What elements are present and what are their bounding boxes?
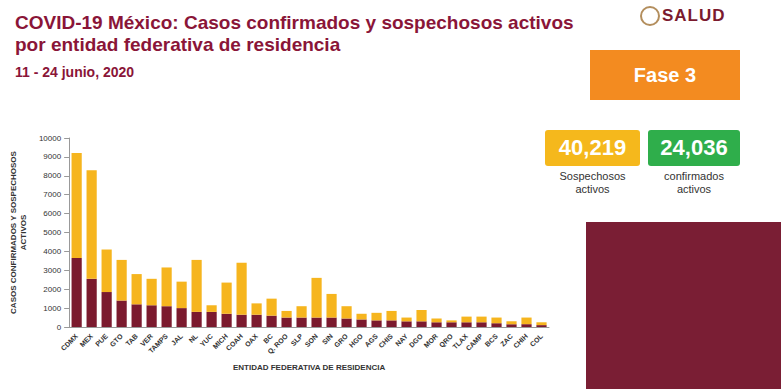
svg-text:por entidad federativa de resi: por entidad federativa de residencia bbox=[15, 34, 341, 55]
svg-text:4000: 4000 bbox=[43, 247, 61, 256]
svg-text:3000: 3000 bbox=[43, 266, 61, 275]
svg-text:1000: 1000 bbox=[43, 304, 61, 313]
svg-text:ENTIDAD FEDERATIVA DE RESIDENC: ENTIDAD FEDERATIVA DE RESIDENCIA bbox=[233, 363, 386, 372]
svg-text:GRO: GRO bbox=[333, 332, 350, 349]
svg-text:TAB: TAB bbox=[124, 333, 139, 348]
svg-text:VER: VER bbox=[139, 332, 155, 348]
svg-text:9000: 9000 bbox=[43, 152, 61, 161]
svg-text:QRO: QRO bbox=[437, 332, 454, 349]
svg-text:JAL: JAL bbox=[170, 332, 185, 347]
svg-text:PUE: PUE bbox=[94, 332, 109, 347]
html-text:Fase 3: Fase 3 bbox=[633, 64, 697, 86]
svg-text:COAH: COAH bbox=[225, 333, 245, 353]
svg-text:CASOS CONFIRMADOS Y SOSPECHOSO: CASOS CONFIRMADOS Y SOSPECHOSOS bbox=[9, 150, 18, 314]
svg-text:SLP: SLP bbox=[289, 332, 304, 347]
svg-text:ACTIVOS: ACTIVOS bbox=[19, 214, 28, 250]
svg-text:BC: BC bbox=[262, 333, 274, 345]
svg-text:NL: NL bbox=[188, 332, 200, 344]
svg-text:AGS: AGS bbox=[363, 332, 379, 348]
svg-text:SON: SON bbox=[303, 333, 319, 349]
svg-text:COL: COL bbox=[529, 332, 545, 348]
svg-text:MOR: MOR bbox=[423, 333, 439, 349]
svg-text:MEX: MEX bbox=[78, 332, 94, 348]
html-text:Sospechosos: Sospechosos bbox=[559, 170, 626, 182]
html-text:24,036: 24,036 bbox=[660, 135, 728, 160]
svg-text:COVID-19 México: Casos confirm: COVID-19 México: Casos confirmados y sos… bbox=[15, 12, 574, 33]
html-text:40,219: 40,219 bbox=[558, 135, 627, 160]
svg-text:10000: 10000 bbox=[39, 134, 62, 143]
svg-text:CAMP: CAMP bbox=[464, 332, 484, 352]
html-text:activos: activos bbox=[575, 183, 610, 195]
svg-text:MICH: MICH bbox=[211, 332, 230, 351]
svg-text:OAX: OAX bbox=[243, 332, 259, 348]
html-text:activos: activos bbox=[676, 183, 712, 195]
svg-text:TLAX: TLAX bbox=[451, 332, 469, 351]
svg-text:CHIS: CHIS bbox=[377, 332, 394, 349]
svg-text:NAY: NAY bbox=[394, 332, 409, 347]
svg-text:CDMX: CDMX bbox=[60, 332, 80, 352]
svg-text:7000: 7000 bbox=[43, 190, 61, 199]
svg-text:DGO: DGO bbox=[408, 332, 425, 349]
svg-text:GTO: GTO bbox=[109, 332, 125, 348]
svg-text:0: 0 bbox=[57, 323, 62, 332]
svg-text:HGO: HGO bbox=[348, 332, 365, 349]
svg-text:SIN: SIN bbox=[320, 332, 334, 346]
svg-text:BCS: BCS bbox=[484, 332, 500, 348]
svg-text:TAMPS: TAMPS bbox=[147, 332, 169, 354]
svg-text:ZAC: ZAC bbox=[498, 332, 514, 348]
html-text:SALUD: SALUD bbox=[662, 6, 726, 25]
svg-text:6000: 6000 bbox=[43, 209, 61, 218]
svg-text:YUC: YUC bbox=[198, 332, 215, 348]
svg-text:11 - 24 junio, 2020: 11 - 24 junio, 2020 bbox=[15, 64, 134, 80]
svg-text:8000: 8000 bbox=[43, 171, 61, 180]
svg-text:Q. ROO: Q. ROO bbox=[266, 332, 290, 356]
svg-text:5000: 5000 bbox=[43, 228, 61, 237]
html-text:confirmados: confirmados bbox=[664, 170, 724, 182]
svg-text:2000: 2000 bbox=[43, 285, 61, 294]
svg-text:CHIH: CHIH bbox=[512, 333, 529, 350]
